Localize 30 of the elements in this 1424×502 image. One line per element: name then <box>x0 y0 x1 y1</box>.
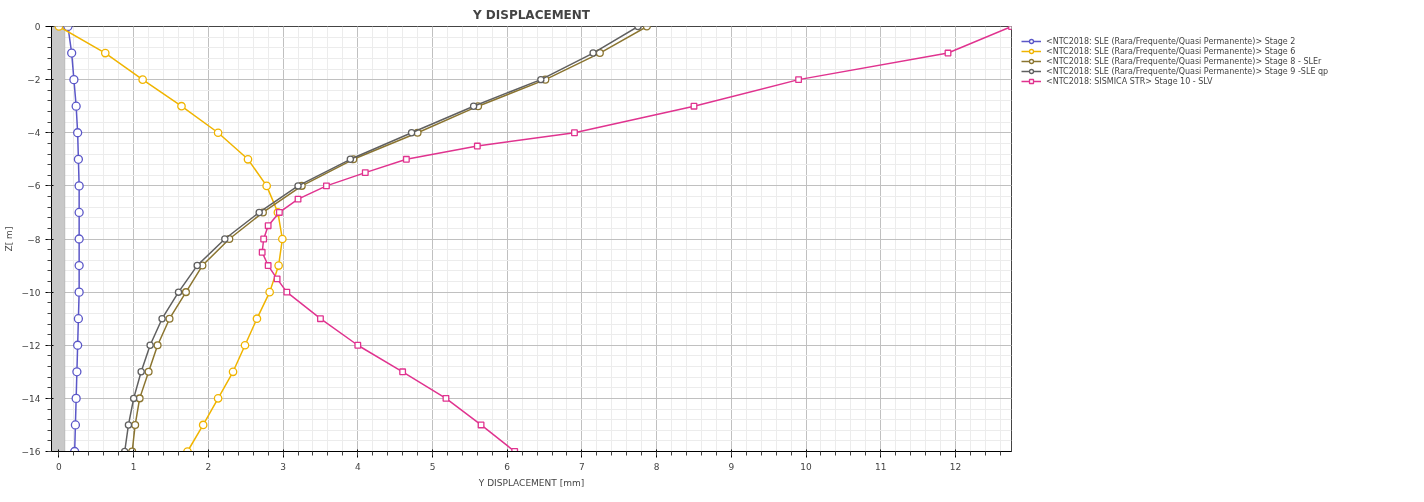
x-tick-label: 10 <box>800 461 813 472</box>
y-tick-label: −16 <box>21 447 41 457</box>
x-tick-label: 12 <box>949 461 962 472</box>
y-axis-title: Z[ m] <box>3 226 14 252</box>
x-tick-label: 9 <box>728 461 735 472</box>
x-tick-label: 11 <box>875 461 887 472</box>
y-tick-label: 0 <box>34 22 41 32</box>
x-tick-label: 0 <box>56 461 63 472</box>
legend-label: <NTC2018: SLE (Rara/Frequente/Quasi Permanente)> Stage 8 - SLEr <box>1046 56 1322 66</box>
x-tick-label: 6 <box>504 461 511 472</box>
x-tick-label: 5 <box>429 461 436 472</box>
x-tick-label: 4 <box>354 461 361 472</box>
x-tick-label: 3 <box>280 461 286 472</box>
y-tick-label: −14 <box>21 393 41 404</box>
x-tick-label: 8 <box>653 461 660 472</box>
y-tick-label: −4 <box>27 128 41 139</box>
x-tick-label: 1 <box>130 461 137 472</box>
legend-label: <NTC2018: SISMICA STR> Stage 10 - SLV <box>1046 76 1213 86</box>
y-tick-label: −2 <box>27 75 41 86</box>
chart-title: Y DISPLACEMENT <box>471 7 591 22</box>
legend-label: <NTC2018: SLE (Rara/Frequente/Quasi Permanente)> Stage 9 -SLE qp <box>1046 66 1329 76</box>
x-axis-title: Y DISPLACEMENT [mm] <box>477 477 585 488</box>
y-tick-label: −8 <box>27 234 41 245</box>
legend-label: <NTC2018: SLE (Rara/Frequente/Quasi Permanente)> Stage 2 <box>1046 36 1296 46</box>
x-tick-label: 7 <box>579 461 585 472</box>
y-tick-label: −12 <box>21 340 41 351</box>
y-tick-label: −10 <box>21 287 41 298</box>
legend-label: <NTC2018: SLE (Rara/Frequente/Quasi Permanente)> Stage 6 <box>1046 46 1296 56</box>
x-tick-label: 2 <box>205 461 212 472</box>
y-tick-label: −6 <box>27 181 41 192</box>
